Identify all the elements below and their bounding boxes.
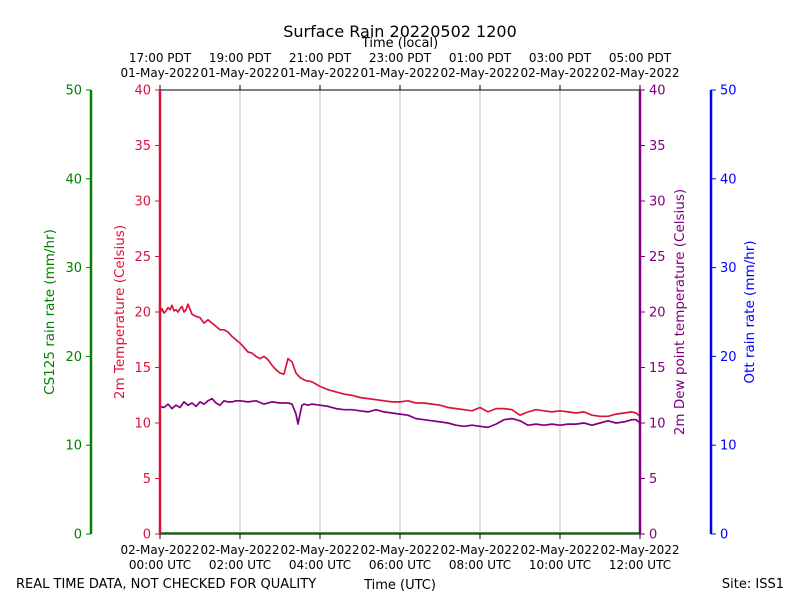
temp-tick-label-5: 25 [134, 250, 151, 265]
top-tick-time-1: 19:00 PDT [209, 51, 272, 65]
ott-tick-label-0: 0 [720, 528, 728, 543]
dew-tick-label-8: 40 [649, 84, 666, 99]
temp-tick-label-8: 40 [134, 84, 151, 99]
x-tick-date-5: 02-May-2022 [520, 543, 599, 557]
dew-tick-label-7: 35 [649, 139, 666, 154]
dew-tick-label-6: 30 [649, 195, 666, 210]
axis-ott: 0 10 20 30 40 50 [709, 84, 737, 543]
cs125-tick-label-2: 20 [65, 350, 82, 365]
x-tick-date-3: 02-May-2022 [360, 543, 439, 557]
top-tick-date-2: 01-May-2022 [280, 66, 359, 80]
dew-axis-title: 2m Dew point temperature (Celsius) [672, 189, 688, 435]
dew-tick-label-3: 15 [649, 361, 666, 376]
temp-axis-title: 2m Temperature (Celsius) [112, 225, 128, 399]
cs125-tick-label-0: 0 [74, 528, 82, 543]
axis-temperature: 0 5 10 15 20 25 30 35 40 [134, 84, 162, 543]
temp-tick-label-1: 5 [143, 472, 151, 487]
axis-cs125: 0 10 20 30 40 50 [65, 84, 93, 543]
site-label: Site: ISS1 [722, 577, 784, 592]
x-tick-time-6: 12:00 UTC [609, 558, 671, 572]
x-tick-time-5: 10:00 UTC [529, 558, 591, 572]
top-axis-label: Time (local) [361, 36, 438, 51]
top-tick-date-3: 01-May-2022 [360, 66, 439, 80]
x-axis-label: Time (UTC) [363, 578, 436, 593]
top-tick-time-2: 21:00 PDT [289, 51, 352, 65]
axis-dewpoint: 0 5 10 15 20 25 30 35 40 [638, 84, 666, 543]
top-tick-date-6: 02-May-2022 [600, 66, 679, 80]
x-tick-time-4: 08:00 UTC [449, 558, 511, 572]
x-tick-date-1: 02-May-2022 [200, 543, 279, 557]
top-tick-date-0: 01-May-2022 [120, 66, 199, 80]
axis-titles: CS125 rain rate (mm/hr) 2m Temperature (C… [42, 189, 758, 435]
top-tick-time-3: 23:00 PDT [369, 51, 432, 65]
temp-tick-label-4: 20 [134, 306, 151, 321]
x-tick-time-0: 00:00 UTC [129, 558, 191, 572]
top-tick-time-4: 01:00 PDT [449, 51, 512, 65]
top-tick-time-6: 05:00 PDT [609, 51, 672, 65]
chart-title: Surface Rain 20220502 1200 [283, 22, 517, 41]
x-tick-date-0: 02-May-2022 [120, 543, 199, 557]
temp-tick-label-7: 35 [134, 139, 151, 154]
dew-tick-label-1: 5 [649, 472, 657, 487]
dew-tick-label-4: 20 [649, 306, 666, 321]
temp-tick-label-2: 10 [134, 417, 151, 432]
top-tick-date-4: 02-May-2022 [440, 66, 519, 80]
cs125-tick-label-1: 10 [65, 439, 82, 454]
top-tick-date-5: 02-May-2022 [520, 66, 599, 80]
ott-tick-label-4: 40 [720, 172, 737, 187]
ott-tick-label-1: 10 [720, 439, 737, 454]
x-tick-time-2: 04:00 UTC [289, 558, 351, 572]
cs125-tick-label-5: 50 [65, 84, 82, 99]
series-lines [159, 303, 641, 534]
series-line-dewpoint [159, 397, 641, 429]
cs125-tick-label-3: 30 [65, 261, 82, 276]
x-tick-time-1: 02:00 UTC [209, 558, 271, 572]
series-line-temperature [159, 303, 641, 418]
ott-tick-label-2: 20 [720, 350, 737, 365]
dew-tick-label-5: 25 [649, 250, 666, 265]
x-tick-date-4: 02-May-2022 [440, 543, 519, 557]
ott-tick-label-5: 50 [720, 84, 737, 99]
top-tick-date-1: 01-May-2022 [200, 66, 279, 80]
ott-tick-label-3: 30 [720, 261, 737, 276]
top-tick-time-5: 03:00 PDT [529, 51, 592, 65]
grid-lines [239, 90, 561, 534]
cs125-axis-title: CS125 rain rate (mm/hr) [42, 229, 58, 395]
x-tick-date-2: 02-May-2022 [280, 543, 359, 557]
temp-tick-label-3: 15 [134, 361, 151, 376]
temp-tick-label-6: 30 [134, 195, 151, 210]
top-tick-time-0: 17:00 PDT [129, 51, 192, 65]
dew-tick-label-2: 10 [649, 417, 666, 432]
temp-tick-label-0: 0 [143, 528, 151, 543]
quality-note: REAL TIME DATA, NOT CHECKED FOR QUALITY [16, 577, 316, 592]
x-tick-time-3: 06:00 UTC [369, 558, 431, 572]
cs125-tick-label-4: 40 [65, 172, 82, 187]
ott-axis-title: Ott rain rate (mm/hr) [742, 240, 758, 383]
dew-tick-label-0: 0 [649, 528, 657, 543]
x-tick-date-6: 02-May-2022 [600, 543, 679, 557]
